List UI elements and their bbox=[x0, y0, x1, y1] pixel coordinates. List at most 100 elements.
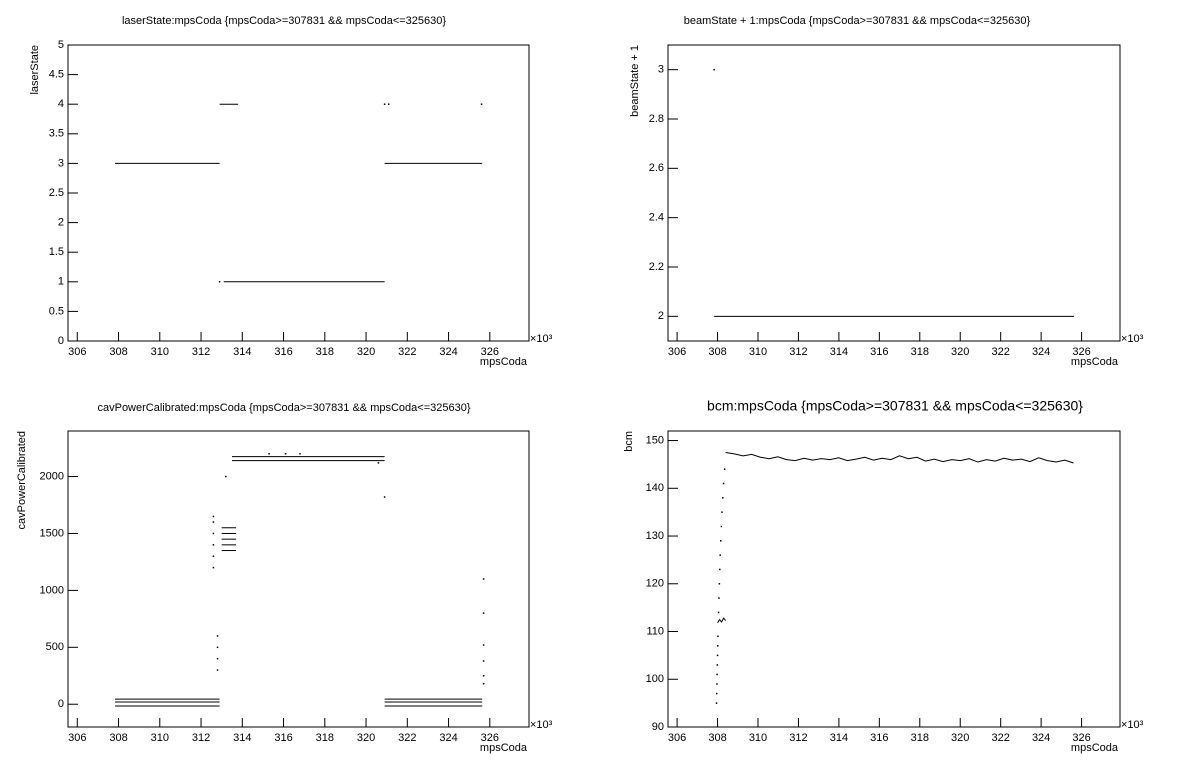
data-point bbox=[212, 515, 215, 518]
data-point bbox=[212, 532, 215, 535]
x-tick-label: 322 bbox=[398, 732, 416, 744]
x-tick-label: 310 bbox=[151, 346, 169, 358]
y-tick-label: 1500 bbox=[40, 527, 64, 539]
y-tick-label: 500 bbox=[46, 641, 64, 653]
x-tick-label: 312 bbox=[789, 346, 807, 358]
data-point bbox=[716, 683, 718, 685]
y-tick-label: 2.8 bbox=[649, 113, 664, 125]
y-tick-label: 2 bbox=[58, 217, 64, 229]
data-point bbox=[225, 475, 227, 478]
y-tick-label: 0 bbox=[58, 335, 64, 347]
y-tick-label: 110 bbox=[646, 625, 664, 637]
x-tick-label: 310 bbox=[749, 346, 767, 358]
x-tick-label: 320 bbox=[951, 732, 969, 744]
data-point bbox=[284, 453, 287, 455]
x-tick-label: 326 bbox=[1072, 732, 1090, 744]
x-tick-label: 314 bbox=[233, 346, 251, 358]
x-tick-label: 324 bbox=[439, 346, 457, 358]
x-tick-label: 306 bbox=[68, 346, 86, 358]
chart-panel: cavPowerCalibrated:mpsCoda {mpsCoda>=307… bbox=[16, 402, 553, 754]
chart-panel: laserState:mpsCoda {mpsCoda>=307831 && m… bbox=[29, 15, 553, 368]
y-tick-label: 3 bbox=[658, 64, 664, 76]
y-axis-label: cavPowerCalibrated bbox=[16, 431, 28, 529]
data-point bbox=[216, 646, 219, 649]
y-tick-label: 5 bbox=[58, 39, 64, 51]
x-tick-label: 308 bbox=[708, 732, 726, 744]
data-point bbox=[718, 583, 721, 585]
x-tick-label: 320 bbox=[951, 346, 969, 358]
x-tick-label: 326 bbox=[1072, 346, 1090, 358]
x-tick-label: 322 bbox=[398, 346, 416, 358]
data-point bbox=[387, 103, 390, 105]
x-tick-label: 324 bbox=[1032, 732, 1050, 744]
data-point bbox=[212, 521, 215, 523]
x-axis-label: mpsCoda bbox=[1071, 356, 1119, 368]
data-point bbox=[717, 635, 719, 638]
data-point bbox=[721, 511, 723, 513]
x-tick-label: 316 bbox=[274, 346, 292, 358]
data-point bbox=[723, 468, 726, 470]
data-point bbox=[718, 597, 720, 599]
y-tick-label: 0.5 bbox=[49, 305, 64, 317]
y-tick-label: 0 bbox=[58, 698, 64, 710]
data-point bbox=[212, 566, 215, 569]
chart-title: laserState:mpsCoda {mpsCoda>=307831 && m… bbox=[122, 15, 446, 27]
y-tick-label: 90 bbox=[652, 721, 664, 733]
x-tick-label: 318 bbox=[316, 732, 334, 744]
data-point bbox=[216, 657, 219, 660]
data-point bbox=[216, 669, 219, 671]
data-point bbox=[482, 660, 485, 662]
y-tick-label: 2.5 bbox=[49, 187, 64, 199]
x-tick-label: 308 bbox=[109, 732, 127, 744]
x-tick-label: 312 bbox=[192, 732, 210, 744]
data-point bbox=[716, 664, 719, 666]
data-point bbox=[716, 673, 718, 676]
y-axis-label: beamState + 1 bbox=[629, 45, 641, 117]
data-point bbox=[482, 675, 485, 677]
x-tick-label: 306 bbox=[668, 732, 686, 744]
y-tick-label: 2.4 bbox=[649, 212, 664, 224]
y-tick-label: 100 bbox=[646, 673, 664, 685]
data-point bbox=[719, 568, 721, 571]
x-tick-label: 314 bbox=[830, 346, 848, 358]
data-point bbox=[720, 540, 722, 542]
x-tick-label: 314 bbox=[233, 732, 251, 744]
data-point bbox=[216, 635, 219, 637]
data-point bbox=[268, 453, 270, 455]
y-tick-label: 1.5 bbox=[49, 246, 64, 258]
chart-title: bcm:mpsCoda {mpsCoda>=307831 && mpsCoda<… bbox=[707, 398, 1083, 414]
x-tick-label: 310 bbox=[151, 732, 169, 744]
y-tick-label: 4 bbox=[58, 98, 64, 110]
x-tick-label: 310 bbox=[749, 732, 767, 744]
x-exponent-label: ×10³ bbox=[1121, 333, 1144, 345]
x-tick-label: 322 bbox=[992, 346, 1010, 358]
y-tick-label: 140 bbox=[646, 482, 664, 494]
data-point bbox=[383, 496, 386, 498]
data-point bbox=[480, 103, 483, 105]
data-point bbox=[719, 554, 721, 556]
data-point bbox=[715, 692, 718, 695]
chart-title: beamState + 1:mpsCoda {mpsCoda>=307831 &… bbox=[684, 15, 1031, 27]
x-tick-label: 306 bbox=[668, 346, 686, 358]
y-tick-label: 130 bbox=[646, 530, 664, 542]
y-tick-label: 2.6 bbox=[649, 162, 664, 174]
data-point bbox=[722, 482, 725, 485]
x-tick-label: 326 bbox=[481, 732, 499, 744]
x-tick-label: 316 bbox=[870, 732, 888, 744]
data-point bbox=[713, 68, 715, 71]
data-point bbox=[212, 555, 215, 557]
data-line bbox=[725, 451, 1074, 464]
y-tick-label: 2000 bbox=[40, 470, 64, 482]
x-tick-label: 306 bbox=[68, 732, 86, 744]
x-tick-label: 316 bbox=[274, 732, 292, 744]
y-tick-label: 4.5 bbox=[49, 69, 64, 81]
x-tick-label: 318 bbox=[911, 346, 929, 358]
y-tick-label: 150 bbox=[646, 434, 664, 446]
data-point bbox=[722, 497, 724, 499]
x-tick-label: 322 bbox=[992, 732, 1010, 744]
y-axis-label: bcm bbox=[623, 431, 635, 452]
x-tick-label: 318 bbox=[911, 732, 929, 744]
